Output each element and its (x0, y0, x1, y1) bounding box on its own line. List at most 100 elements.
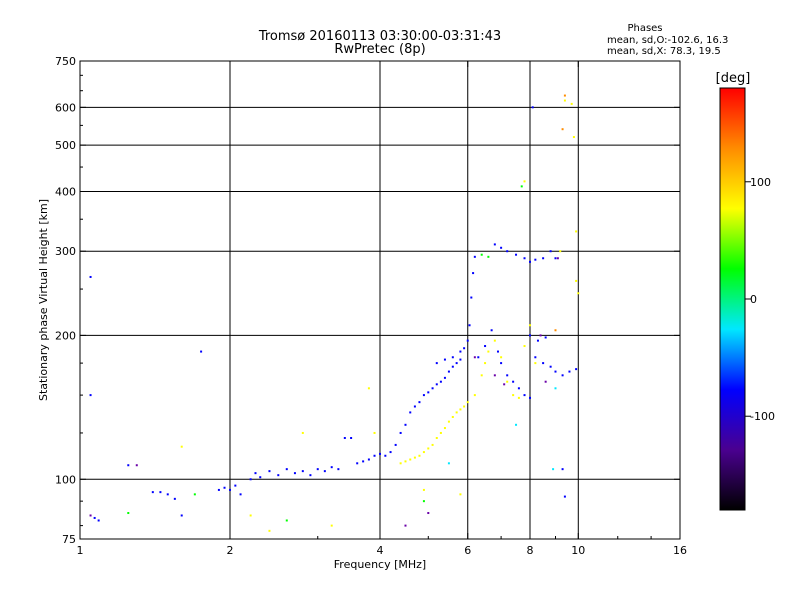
data-point (200, 350, 203, 353)
data-point (135, 464, 138, 467)
y-axis-label: Stationary phase Virtual Height [km] (37, 199, 50, 401)
data-point (459, 493, 462, 496)
data-point (506, 380, 509, 383)
data-point (180, 445, 183, 448)
data-point (330, 466, 333, 469)
data-point (468, 324, 471, 327)
data-point (542, 362, 545, 365)
data-point (268, 529, 271, 532)
data-point (534, 356, 537, 359)
data-point (367, 387, 370, 390)
data-point (496, 350, 499, 353)
data-point (389, 451, 392, 454)
data-point (409, 458, 412, 461)
x-tick-label: 10 (571, 544, 585, 557)
data-point (529, 324, 531, 327)
data-point (413, 456, 416, 459)
colorbar-ticks: -100 0 100 (745, 176, 775, 423)
phase-stats-o: mean, sd,O:-102.6, 16.3 (607, 35, 728, 46)
data-point (570, 102, 573, 105)
data-point (484, 362, 487, 365)
y-axis: 75 100 200 300 400 500 600 750 (55, 55, 680, 546)
data-point (399, 431, 402, 434)
data-point (490, 329, 493, 332)
y-tick-label: 300 (55, 245, 76, 258)
data-point (127, 464, 130, 467)
data-point (512, 380, 515, 383)
colorbar-tick-label: 100 (750, 176, 771, 189)
data-point (427, 512, 430, 515)
data-point (466, 339, 469, 342)
data-point (561, 128, 564, 131)
y-tick-label: 600 (55, 101, 76, 114)
data-point (480, 253, 483, 256)
data-point (473, 255, 476, 258)
data-point (277, 474, 280, 477)
data-point (473, 356, 476, 359)
data-point (517, 387, 520, 390)
data-point (529, 334, 531, 337)
data-point (422, 488, 425, 491)
data-point (223, 486, 226, 489)
data-point (561, 468, 564, 471)
data-point (422, 500, 425, 503)
data-point (435, 383, 438, 386)
data-point (503, 383, 506, 386)
data-point (427, 391, 430, 394)
data-point (542, 257, 545, 260)
x-axis-label: Frequency [MHz] (334, 558, 426, 571)
data-point (544, 336, 547, 339)
y-tick-label: 100 (55, 473, 76, 486)
data-point (487, 255, 490, 258)
data-point (404, 460, 407, 463)
data-point (309, 474, 312, 477)
data-point (568, 370, 571, 373)
data-point (127, 512, 130, 515)
data-point (531, 106, 534, 109)
data-point (217, 488, 220, 491)
data-point (422, 451, 425, 454)
data-point (447, 462, 450, 465)
phases-heading: Phases (627, 23, 662, 34)
data-point (418, 454, 421, 457)
data-point (249, 478, 252, 481)
data-point (418, 401, 421, 404)
data-point (515, 253, 518, 256)
data-point (556, 257, 559, 260)
data-point (554, 329, 557, 332)
x-axis: 1 2 4 6 8 10 16 (77, 61, 687, 557)
data-point (561, 374, 564, 377)
data-point (254, 472, 257, 475)
data-point (500, 362, 503, 365)
data-point (544, 380, 547, 383)
data-point (249, 514, 252, 517)
data-point (350, 436, 353, 439)
data-point (343, 436, 346, 439)
data-point (435, 362, 438, 365)
data-point (431, 443, 434, 446)
data-point (427, 447, 430, 450)
data-point (575, 279, 578, 282)
data-point (234, 484, 237, 487)
data-point (404, 524, 407, 527)
data-point (422, 394, 425, 397)
data-point (373, 431, 376, 434)
data-point (523, 180, 526, 183)
data-point (515, 423, 518, 426)
data-point (93, 516, 96, 519)
data-point (493, 339, 496, 342)
data-point (552, 468, 555, 471)
y-tick-label: 75 (62, 533, 76, 546)
data-point (443, 358, 446, 361)
data-point (166, 493, 169, 496)
data-point (159, 491, 162, 494)
data-point (463, 347, 466, 350)
data-point (301, 470, 304, 473)
data-point (484, 345, 487, 348)
data-point (337, 468, 340, 471)
x-tick-label: 6 (464, 544, 471, 557)
data-point (455, 362, 458, 365)
data-point (379, 452, 381, 455)
data-point (455, 411, 458, 414)
data-point (268, 470, 271, 473)
